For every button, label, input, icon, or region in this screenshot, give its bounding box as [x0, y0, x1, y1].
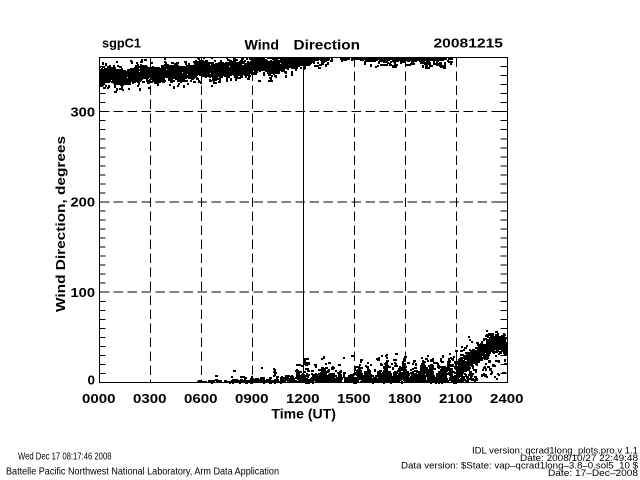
svg-text:2400: 2400: [490, 391, 524, 406]
svg-text:Wind: Wind: [245, 37, 280, 53]
svg-text:0600: 0600: [184, 391, 218, 406]
svg-text:1500: 1500: [337, 391, 371, 406]
svg-text:IDL version: qcrad1long_plots.: IDL version: qcrad1long_plots.pro,v 1.1: [472, 446, 638, 457]
svg-text:Battelle Pacific Northwest Nat: Battelle Pacific Northwest National Labo…: [6, 467, 279, 478]
svg-text:200: 200: [71, 195, 96, 210]
svg-text:Direction: Direction: [294, 37, 361, 53]
svg-text:Wed Dec 17 08:17:46 2008: Wed Dec 17 08:17:46 2008: [18, 452, 112, 463]
svg-text:300: 300: [71, 104, 96, 119]
svg-text:Date: 2008/10/27 22:49:48: Date: 2008/10/27 22:49:48: [520, 453, 638, 464]
svg-text:20081215: 20081215: [434, 36, 504, 51]
svg-text:Wind Direction, degrees: Wind Direction, degrees: [53, 136, 68, 312]
svg-text:2100: 2100: [439, 391, 473, 406]
svg-text:sgpC1: sgpC1: [102, 37, 141, 51]
svg-text:Data version: $State: vap–qcra: Data version: $State: vap–qcrad1long–3.8…: [401, 461, 639, 472]
svg-text:1200: 1200: [286, 391, 320, 406]
svg-text:Time (UT): Time (UT): [271, 406, 336, 422]
svg-text:0000: 0000: [82, 391, 116, 406]
svg-text:0900: 0900: [235, 391, 269, 406]
svg-text:1800: 1800: [388, 391, 422, 406]
svg-text:Date: 17–Dec–2008: Date: 17–Dec–2008: [548, 468, 638, 479]
svg-text:0300: 0300: [133, 391, 167, 406]
svg-text:0: 0: [88, 372, 96, 387]
svg-text:100: 100: [71, 285, 96, 300]
